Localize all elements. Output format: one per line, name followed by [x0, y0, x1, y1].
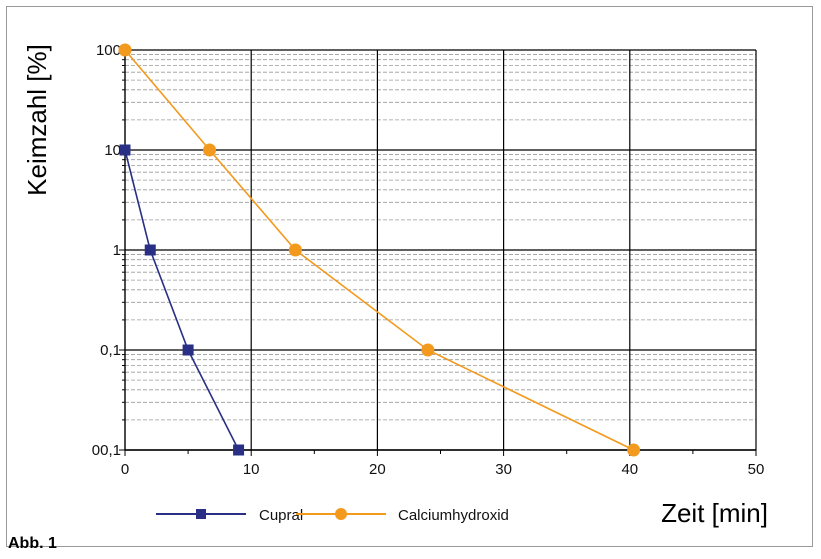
y-tick-label: 0,1 [100, 342, 121, 359]
data-point-calciumhydroxid [203, 143, 217, 157]
data-point-calciumhydroxid [627, 443, 641, 457]
x-axis-title: Zeit [min] [661, 498, 768, 528]
y-tick-label: 100 [96, 42, 121, 59]
series-calciumhydroxid [118, 43, 641, 457]
legend-marker-cupral [196, 509, 206, 519]
y-axis-title: Keimzahl [%] [22, 44, 52, 196]
figure-label: Abb. 1 [8, 535, 57, 552]
y-tick-label: 10 [104, 142, 121, 159]
data-point-calciumhydroxid [288, 243, 302, 257]
x-tick-label: 50 [748, 461, 765, 478]
x-tick-label: 30 [495, 461, 512, 478]
legend-item-calciumhydroxid: Calciumhydroxid [296, 507, 509, 524]
chart-frame [6, 6, 813, 547]
y-tick-labels: 100 10 1 0,1 00,1 [92, 42, 121, 459]
legend: Cupral Calciumhydroxid [156, 507, 509, 524]
data-point-cupral [182, 344, 194, 356]
data-point-cupral [233, 444, 245, 456]
axes [119, 45, 757, 456]
x-tick-label: 40 [621, 461, 638, 478]
legend-item-cupral: Cupral [156, 507, 303, 524]
series-cupral [119, 144, 245, 456]
y-tick-label: 00,1 [92, 442, 121, 459]
data-point-calciumhydroxid [118, 43, 132, 57]
series-line-cupral [124, 149, 240, 451]
x-tick-label: 20 [369, 461, 386, 478]
data-point-calciumhydroxid [421, 343, 435, 357]
legend-label-calciumhydroxid: Calciumhydroxid [398, 507, 509, 524]
x-tick-label: 0 [121, 461, 129, 478]
grid [125, 49, 757, 451]
legend-label-cupral: Cupral [259, 507, 303, 524]
series-layer [118, 43, 641, 457]
data-point-cupral [144, 244, 156, 256]
x-tick-labels: 0 10 20 30 40 50 [121, 461, 765, 478]
legend-marker-calciumhydroxid [335, 508, 347, 520]
x-tick-label: 10 [243, 461, 260, 478]
y-tick-label: 1 [113, 242, 121, 259]
data-point-cupral [119, 144, 131, 156]
